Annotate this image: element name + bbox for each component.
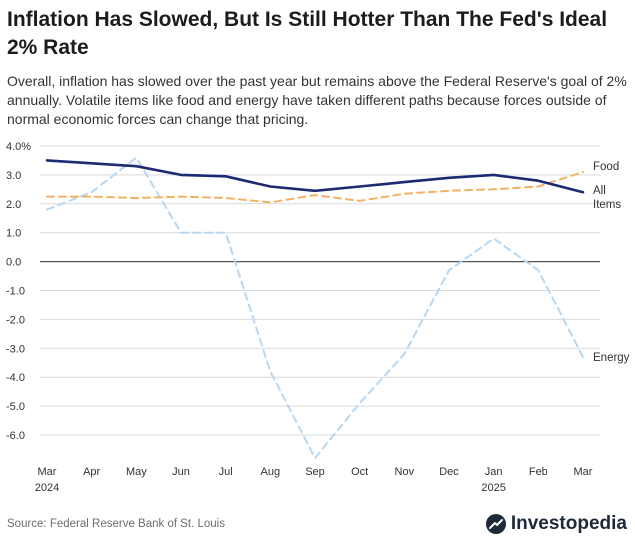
x-year-label: 2024 (35, 482, 59, 494)
series-label-food: Food (593, 161, 619, 173)
x-tick-label: Oct (351, 466, 368, 478)
x-tick-label: Feb (529, 466, 548, 478)
y-tick-label: -4.0 (6, 372, 25, 384)
y-tick-label: 1.0 (6, 228, 21, 240)
y-tick-label: -1.0 (6, 286, 25, 298)
y-tick-label: -6.0 (6, 430, 25, 442)
x-tick-label: Dec (439, 466, 459, 478)
y-tick-label: 2.0 (6, 199, 21, 211)
y-tick-label: -2.0 (6, 314, 25, 326)
y-tick-label: -5.0 (6, 401, 25, 413)
x-tick-label: Jan (485, 466, 503, 478)
brand-name: Investopedia (510, 513, 627, 534)
y-tick-label: -3.0 (6, 343, 25, 355)
series-line-energy (46, 156, 584, 460)
x-tick-label: Mar (574, 466, 593, 478)
line-chart: 4.0% 3.0 2.0 1.0 0.0 -1.0 -2.0 -3.0 -4.0 -5.0 -6.0… (6, 141, 630, 494)
x-tick-label: Jun (172, 466, 190, 478)
chart-subtitle: Overall, inflation has slowed over the p… (7, 73, 627, 127)
brand-logo[interactable]: Investopedia (485, 511, 627, 537)
series-lines (45, 156, 585, 460)
x-tick-label: Apr (83, 466, 100, 478)
series-label-all-items: All Items (593, 185, 621, 211)
chart-title: Inflation Has Slowed, But Is Still Hotte… (7, 8, 608, 59)
x-tick-label: Aug (261, 466, 281, 478)
gridlines (40, 145, 600, 436)
y-tick-label: 4.0% (6, 141, 31, 153)
x-tick-label: May (126, 466, 147, 478)
x-tick-label: Nov (395, 466, 415, 478)
series-labels: Energy Food All Items (593, 161, 630, 364)
series-label-energy: Energy (593, 352, 630, 364)
series-line-food (46, 171, 584, 204)
source-note: Source: Federal Reserve Bank of St. Loui… (7, 518, 225, 530)
x-tick-label: Jul (219, 466, 233, 478)
y-tick-label: 0.0 (6, 257, 21, 269)
investopedia-logo-icon (485, 514, 506, 534)
x-tick-label: Sep (305, 466, 325, 478)
x-axis-ticks: Mar 2024 Apr May Jun Jul Aug Sep Oct Nov Dec Jan 202… (35, 466, 593, 494)
series-line-all-items (45, 159, 585, 194)
x-tick-label: Mar (38, 466, 57, 478)
x-year-label: 2025 (481, 482, 505, 494)
y-tick-label: 3.0 (6, 170, 21, 182)
y-axis-ticks: 4.0% 3.0 2.0 1.0 0.0 -1.0 -2.0 -3.0 -4.0 -5.0 -6.0 (6, 141, 31, 442)
